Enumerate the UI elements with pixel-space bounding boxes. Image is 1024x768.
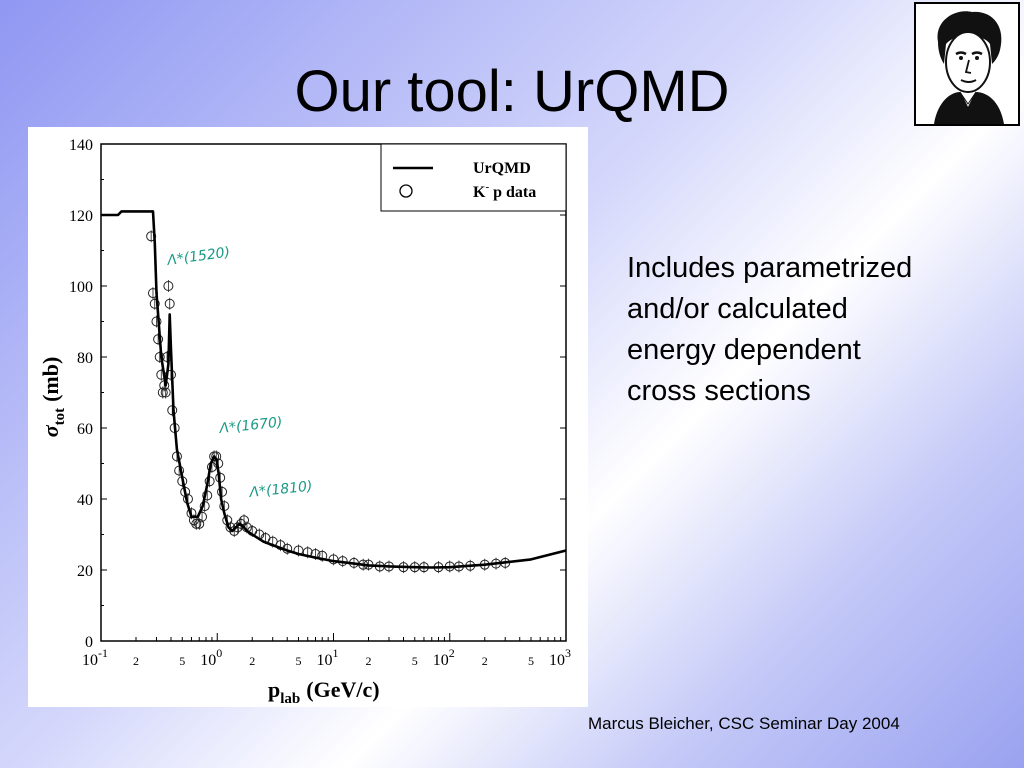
body-text: Includes parametrized and/or calculated … (627, 248, 1007, 412)
body-line: energy dependent (627, 334, 861, 366)
y-tick-label: 120 (69, 208, 93, 225)
y-tick-label: 20 (77, 563, 93, 580)
portrait-image (914, 2, 1020, 126)
x-tick-label: 10-1 (82, 646, 108, 669)
svg-text:σtot(mb): σtot (mb) (38, 357, 68, 438)
portrait-engraving-icon (916, 4, 1018, 124)
svg-text:plab(GeV/c): plab (GeV/c) (268, 677, 380, 707)
data-point (191, 518, 202, 529)
y-axis-label-sub: tot (52, 408, 68, 426)
y-axis-label: σtot (mb) (38, 357, 68, 438)
y-axis-label-symbol: σ (38, 424, 63, 437)
x-minor-tick-label: 2 (482, 654, 488, 668)
chart-panel: σtot (mb) plab (GeV/c) UrQMD K- p data Λ*(… (28, 127, 588, 707)
data-point (239, 515, 250, 526)
data-point (164, 298, 175, 309)
legend-marker-swatch (399, 184, 413, 198)
data-point (235, 518, 246, 529)
cross-section-chart: σtot (mb) plab (GeV/c) UrQMD K- p data Λ*(… (38, 137, 571, 707)
annotation-lambda-1670: Λ*(1670) (218, 414, 283, 437)
data-point (149, 298, 160, 309)
body-line: cross sections (627, 375, 811, 407)
annotation-lambda-1810: Λ*(1810) (248, 478, 313, 501)
chart-legend: UrQMD K- p data (380, 143, 567, 212)
footer-credit: Marcus Bleicher, CSC Seminar Day 2004 (588, 714, 900, 733)
legend-marker-label: K- p data (473, 181, 536, 201)
x-minor-tick-label: 5 (179, 654, 185, 668)
annotation-lambda-1520: Λ*(1520) (165, 244, 231, 269)
data-point (163, 281, 174, 291)
y-tick-label: 80 (77, 350, 93, 367)
x-tick-label: 103 (549, 646, 571, 669)
y-tick-label: 60 (77, 421, 93, 438)
x-minor-tick-label: 2 (133, 654, 139, 668)
data-point (151, 316, 162, 327)
x-axis-label-sub: lab (280, 691, 300, 707)
data-point (157, 387, 168, 398)
data-point (317, 550, 328, 561)
urqmd-line (101, 210, 567, 569)
x-tick-label: 100 (200, 646, 222, 669)
x-minor-tick-label: 2 (249, 654, 255, 668)
y-tick-label: 40 (77, 492, 93, 509)
data-point (153, 334, 164, 345)
data-point (202, 490, 213, 501)
data-point (229, 525, 240, 536)
body-line: Includes parametrized (627, 252, 913, 284)
x-axis-label-symbol: p (268, 677, 280, 702)
legend-line-label: UrQMD (473, 160, 531, 177)
x-axis-label-unit: (GeV/c) (306, 677, 379, 702)
body-line: and/or calculated (627, 293, 848, 325)
x-tick-label: 102 (433, 646, 455, 669)
y-tick-label: 140 (69, 137, 93, 154)
y-axis-label-unit: (mb) (38, 357, 63, 402)
x-minor-tick-label: 5 (412, 654, 418, 668)
y-tick-label: 100 (69, 279, 93, 296)
data-point (160, 387, 171, 398)
x-minor-tick-label: 5 (296, 654, 302, 668)
x-tick-label: 101 (317, 646, 339, 669)
x-minor-tick-label: 5 (528, 654, 534, 668)
y-tick-label: 0 (85, 634, 93, 651)
x-minor-tick-label: 2 (365, 654, 371, 668)
x-axis-label: plab (GeV/c) (268, 677, 380, 707)
data-point (194, 518, 205, 529)
slide-title: Our tool: UrQMD (294, 59, 730, 124)
